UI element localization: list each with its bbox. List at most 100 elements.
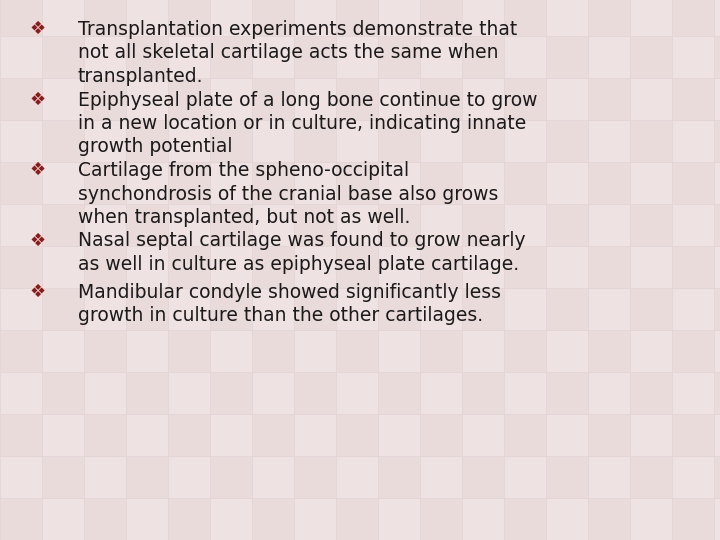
- Text: Nasal septal cartilage was found to grow nearly
as well in culture as epiphyseal: Nasal septal cartilage was found to grow…: [78, 232, 526, 274]
- Bar: [294, 78, 336, 120]
- Bar: [252, 0, 294, 36]
- Text: Epiphyseal plate of a long bone continue to grow
in a new location or in culture: Epiphyseal plate of a long bone continue…: [78, 91, 538, 157]
- Bar: [462, 78, 504, 120]
- Bar: [420, 162, 462, 204]
- Bar: [252, 246, 294, 288]
- Bar: [378, 372, 420, 414]
- Bar: [336, 288, 378, 330]
- Bar: [378, 36, 420, 78]
- Bar: [420, 120, 462, 162]
- Bar: [462, 204, 504, 246]
- Bar: [504, 204, 546, 246]
- Bar: [42, 372, 84, 414]
- Bar: [126, 246, 168, 288]
- Bar: [0, 456, 42, 498]
- Bar: [252, 78, 294, 120]
- Bar: [462, 0, 504, 36]
- Bar: [462, 120, 504, 162]
- Bar: [210, 288, 252, 330]
- Bar: [294, 456, 336, 498]
- Bar: [630, 0, 672, 36]
- Bar: [714, 36, 720, 78]
- Bar: [630, 372, 672, 414]
- Bar: [462, 498, 504, 540]
- Bar: [378, 78, 420, 120]
- Bar: [588, 204, 630, 246]
- Bar: [252, 414, 294, 456]
- Bar: [84, 0, 126, 36]
- Bar: [630, 288, 672, 330]
- Bar: [546, 288, 588, 330]
- Bar: [168, 498, 210, 540]
- Bar: [126, 204, 168, 246]
- Text: ❖: ❖: [30, 232, 46, 249]
- Bar: [0, 78, 42, 120]
- Bar: [462, 162, 504, 204]
- Bar: [378, 0, 420, 36]
- Bar: [420, 288, 462, 330]
- Bar: [378, 456, 420, 498]
- Bar: [420, 36, 462, 78]
- Bar: [630, 498, 672, 540]
- Text: ❖: ❖: [30, 161, 46, 179]
- Bar: [714, 414, 720, 456]
- Bar: [84, 330, 126, 372]
- Bar: [504, 330, 546, 372]
- Bar: [420, 498, 462, 540]
- Bar: [672, 36, 714, 78]
- Bar: [336, 246, 378, 288]
- Bar: [504, 288, 546, 330]
- Bar: [546, 414, 588, 456]
- Bar: [252, 372, 294, 414]
- Bar: [84, 456, 126, 498]
- Bar: [588, 120, 630, 162]
- Bar: [546, 36, 588, 78]
- Bar: [504, 246, 546, 288]
- Bar: [84, 36, 126, 78]
- Bar: [210, 372, 252, 414]
- Bar: [168, 0, 210, 36]
- Bar: [252, 162, 294, 204]
- Text: Cartilage from the spheno-occipital
synchondrosis of the cranial base also grows: Cartilage from the spheno-occipital sync…: [78, 161, 498, 227]
- Bar: [672, 78, 714, 120]
- Bar: [0, 330, 42, 372]
- Bar: [462, 288, 504, 330]
- Bar: [210, 498, 252, 540]
- Bar: [294, 498, 336, 540]
- Bar: [630, 414, 672, 456]
- Bar: [168, 204, 210, 246]
- Bar: [210, 330, 252, 372]
- Bar: [546, 120, 588, 162]
- Bar: [42, 456, 84, 498]
- Bar: [378, 120, 420, 162]
- Bar: [168, 414, 210, 456]
- Bar: [42, 120, 84, 162]
- Bar: [210, 36, 252, 78]
- Bar: [126, 498, 168, 540]
- Bar: [672, 498, 714, 540]
- Bar: [588, 330, 630, 372]
- Bar: [336, 204, 378, 246]
- Bar: [672, 288, 714, 330]
- Bar: [294, 162, 336, 204]
- Bar: [504, 162, 546, 204]
- Bar: [504, 372, 546, 414]
- Bar: [210, 0, 252, 36]
- Bar: [420, 78, 462, 120]
- Bar: [462, 246, 504, 288]
- Bar: [168, 120, 210, 162]
- Bar: [252, 204, 294, 246]
- Bar: [378, 288, 420, 330]
- Bar: [168, 36, 210, 78]
- Bar: [0, 0, 42, 36]
- Bar: [546, 162, 588, 204]
- Bar: [168, 288, 210, 330]
- Bar: [378, 414, 420, 456]
- Bar: [588, 372, 630, 414]
- Bar: [126, 0, 168, 36]
- Bar: [336, 498, 378, 540]
- Bar: [336, 120, 378, 162]
- Bar: [84, 372, 126, 414]
- Bar: [210, 414, 252, 456]
- Bar: [252, 456, 294, 498]
